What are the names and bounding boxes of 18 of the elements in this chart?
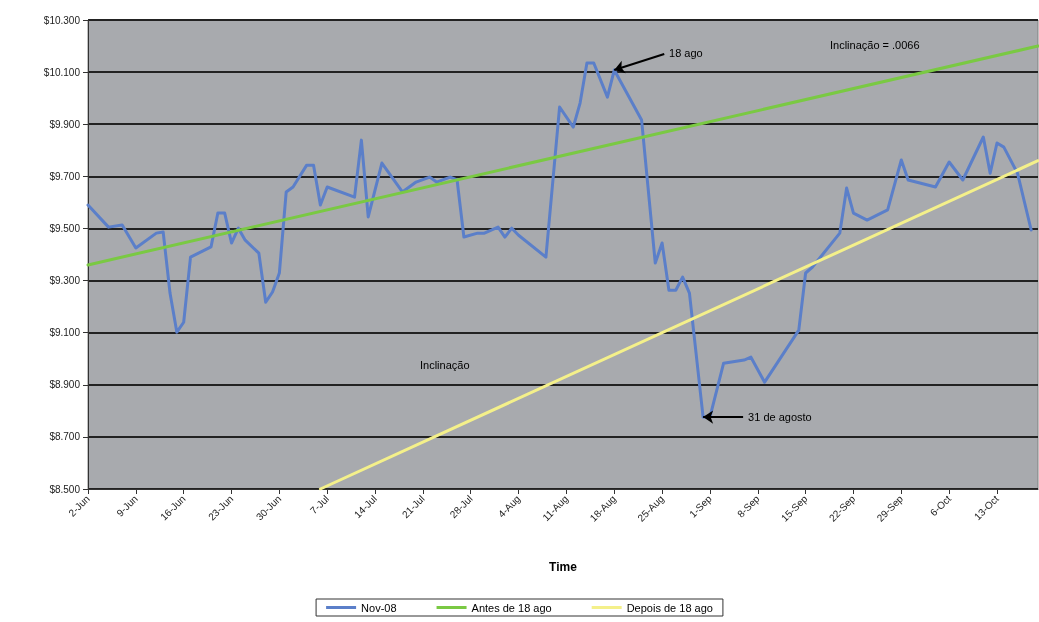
y-tick-label: $8.500 — [49, 483, 81, 495]
y-tick-label: $9.300 — [49, 275, 81, 287]
annotation: 18 ago — [669, 46, 703, 59]
legend-label: Nov-08 — [361, 601, 397, 614]
y-tick-label: $8.700 — [49, 431, 81, 443]
annotation: 31 de agosto — [748, 411, 812, 424]
y-tick-label: $10.300 — [43, 14, 81, 26]
x-axis-title: Time — [549, 560, 578, 574]
legend-label: Depois de 18 ago — [626, 601, 713, 614]
y-tick-label: $9.900 — [49, 118, 81, 130]
annotation: Inclinação = .0066 — [830, 39, 920, 51]
y-tick-label: $8.900 — [49, 379, 81, 391]
annotation: Inclinação — [420, 359, 470, 371]
y-tick-label: $9.100 — [49, 327, 81, 339]
y-tick-label: $9.500 — [49, 222, 81, 234]
y-tick-label: $9.700 — [49, 170, 81, 182]
legend-label: Antes de 18 ago — [471, 601, 552, 614]
y-tick-label: $10.100 — [43, 66, 81, 78]
